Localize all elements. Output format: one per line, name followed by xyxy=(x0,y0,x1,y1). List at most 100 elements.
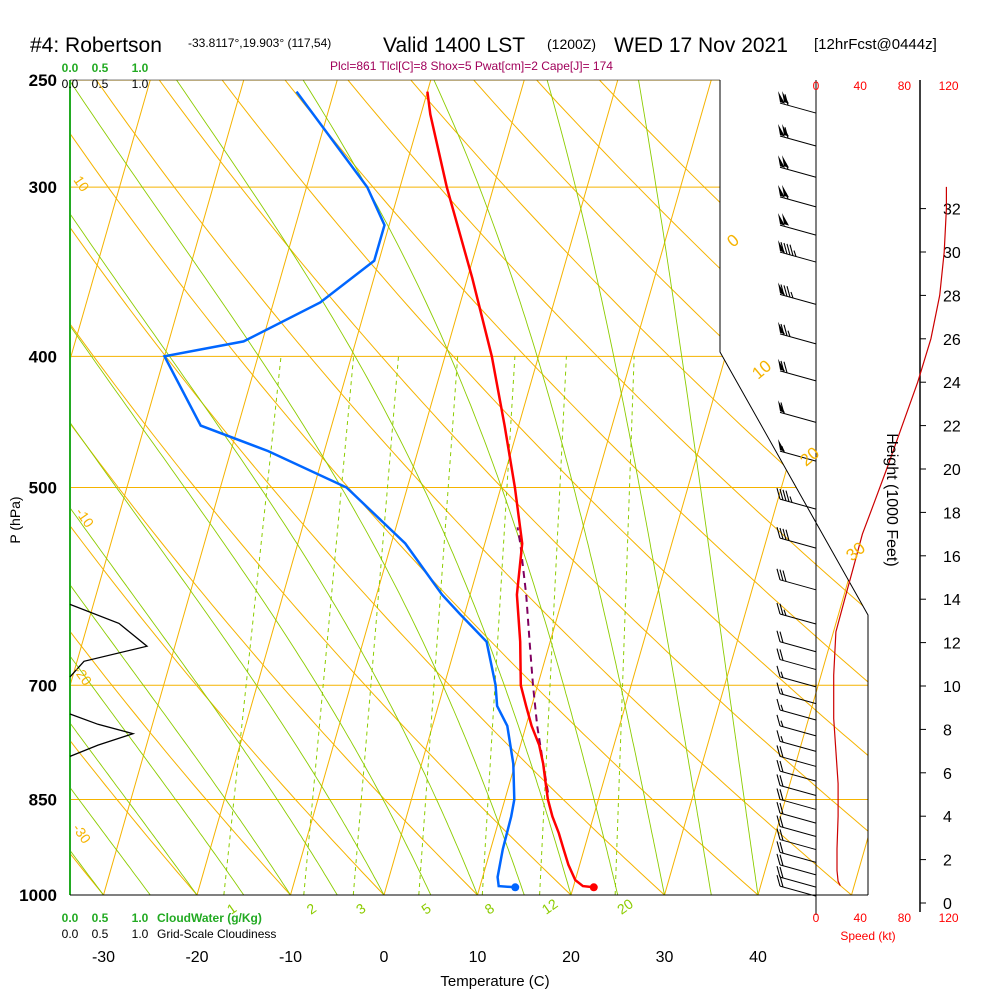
dry-adiabat-line xyxy=(347,80,868,895)
mixing-ratio-line xyxy=(539,356,567,895)
cloudwater-legend-label: CloudWater (g/Kg) xyxy=(157,911,262,925)
moist-adiabat-line xyxy=(70,80,432,895)
mixing-ratio-label: 12 xyxy=(539,895,561,917)
wind-barb-staff xyxy=(779,196,817,208)
cloudiness-profile-lower xyxy=(69,713,136,758)
wind-barb-flag xyxy=(785,529,790,541)
wind-barb-flag xyxy=(776,853,781,865)
height-tick-label: 32 xyxy=(943,202,961,219)
wind-barb-flag xyxy=(776,788,781,800)
mixing-ratio-line xyxy=(303,356,355,895)
moist-adiabat-line xyxy=(70,80,525,895)
wind-barb xyxy=(776,602,817,625)
wind-barb-pennant xyxy=(778,400,785,413)
wind-barb-flag xyxy=(776,602,781,615)
wind-barb-staff xyxy=(779,676,817,688)
temperature-tick-label: 0 xyxy=(380,949,389,966)
wind-barb-flag xyxy=(776,828,781,840)
wind-barb-pennant xyxy=(782,213,789,226)
wind-barb-flag xyxy=(782,528,787,540)
stability-indices: Plcl=861 Tlcl[C]=8 Shox=5 Pwat[cm]=2 Cap… xyxy=(330,59,613,73)
temperature-tick-label: 20 xyxy=(562,949,580,966)
moist-adiabat-line xyxy=(176,80,572,895)
cloudiness-tick-top: 0.5 xyxy=(92,77,109,91)
wind-barb-pennant xyxy=(778,91,785,104)
moist-adiabat-line xyxy=(546,80,712,895)
wind-barb-flag xyxy=(776,745,781,757)
isotherm-label: 20 xyxy=(796,443,823,470)
wind-barb xyxy=(776,630,817,653)
height-tick-label: 26 xyxy=(943,332,961,349)
wind-barb-staff xyxy=(779,370,817,382)
cloudwater-tick-top: 0.0 xyxy=(62,61,79,75)
wind-barb-flag xyxy=(779,631,784,643)
wind-barb-flag xyxy=(785,490,790,502)
wind-barb xyxy=(776,774,817,796)
wind-barb-flag xyxy=(779,569,784,581)
wind-barb-half xyxy=(780,720,784,727)
wind-barb-staff xyxy=(779,333,817,345)
height-axis-title: Height (1000 Feet) xyxy=(883,433,900,566)
isotherm-line xyxy=(196,80,432,895)
mixing-ratio-label: 8 xyxy=(482,900,498,918)
dry-adiabat-line xyxy=(221,80,868,895)
wind-barb-staff xyxy=(779,693,817,705)
wind-speed-profile xyxy=(833,186,948,886)
wind-barb-staff xyxy=(779,851,817,863)
wind-barb xyxy=(776,568,817,591)
wind-barb-staff xyxy=(779,770,817,782)
height-tick-label: 8 xyxy=(943,722,952,739)
wind-barb-flag xyxy=(779,488,784,501)
wind-barb-flag xyxy=(776,630,781,642)
wind-barb xyxy=(776,788,817,810)
wind-barb-flag xyxy=(779,854,784,866)
dry-adiabat-line xyxy=(70,80,291,895)
wind-barb xyxy=(776,665,817,688)
wind-barb xyxy=(778,91,817,114)
speed-tick-bottom: 120 xyxy=(939,911,959,925)
dewpoint-curve xyxy=(162,90,516,889)
wind-barb-pennant xyxy=(778,124,785,137)
wind-barb xyxy=(778,240,817,263)
mixing-ratio-label: 20 xyxy=(614,895,636,917)
height-tick-label: 18 xyxy=(943,505,961,522)
wind-barb-flag xyxy=(783,285,788,297)
moist-adiabat-line xyxy=(433,80,665,895)
wind-barb-flag xyxy=(776,801,781,814)
moist-adiabat-line xyxy=(302,80,619,895)
wind-barb-flag xyxy=(779,816,784,828)
cloudwater-tick-bottom: 1.0 xyxy=(132,911,149,925)
wind-barb-pennant xyxy=(782,155,789,168)
wind-barb xyxy=(776,815,817,837)
height-tick-label: 22 xyxy=(943,419,961,436)
wind-barb-flag xyxy=(780,284,785,296)
height-tick-label: 0 xyxy=(943,896,952,913)
wind-barb xyxy=(778,439,817,462)
wind-barb-flag xyxy=(776,487,781,500)
isotherm-line xyxy=(757,80,868,895)
moist-adiabat-line xyxy=(638,80,759,895)
wind-barb-flag xyxy=(776,568,781,580)
chart-title-valid: Valid 1400 LST xyxy=(383,34,525,57)
wind-barb-staff xyxy=(779,755,817,767)
speed-tick-bottom: 40 xyxy=(854,911,868,925)
wind-barb-flag xyxy=(776,527,781,539)
wind-barb-flag xyxy=(776,759,781,772)
dry-adiabat-line xyxy=(70,80,198,895)
wind-barb-half xyxy=(781,446,785,453)
wind-barb-flag xyxy=(780,402,785,414)
chart-title-station: #4: Robertson xyxy=(30,34,162,57)
wind-barb xyxy=(776,801,817,824)
height-tick-label: 14 xyxy=(943,592,961,609)
wind-barb-half xyxy=(780,736,784,743)
isotherm-line xyxy=(103,80,338,895)
wind-barb xyxy=(776,714,817,737)
wind-barb xyxy=(776,828,817,851)
wind-barb-flag xyxy=(779,760,784,773)
wind-barb-flag xyxy=(776,774,781,786)
mixing-ratio-label: 5 xyxy=(418,900,434,918)
wind-barb xyxy=(776,527,817,549)
wind-barb-staff xyxy=(779,659,817,671)
isotherm-line xyxy=(70,80,151,895)
wind-barb-flag xyxy=(783,242,788,255)
